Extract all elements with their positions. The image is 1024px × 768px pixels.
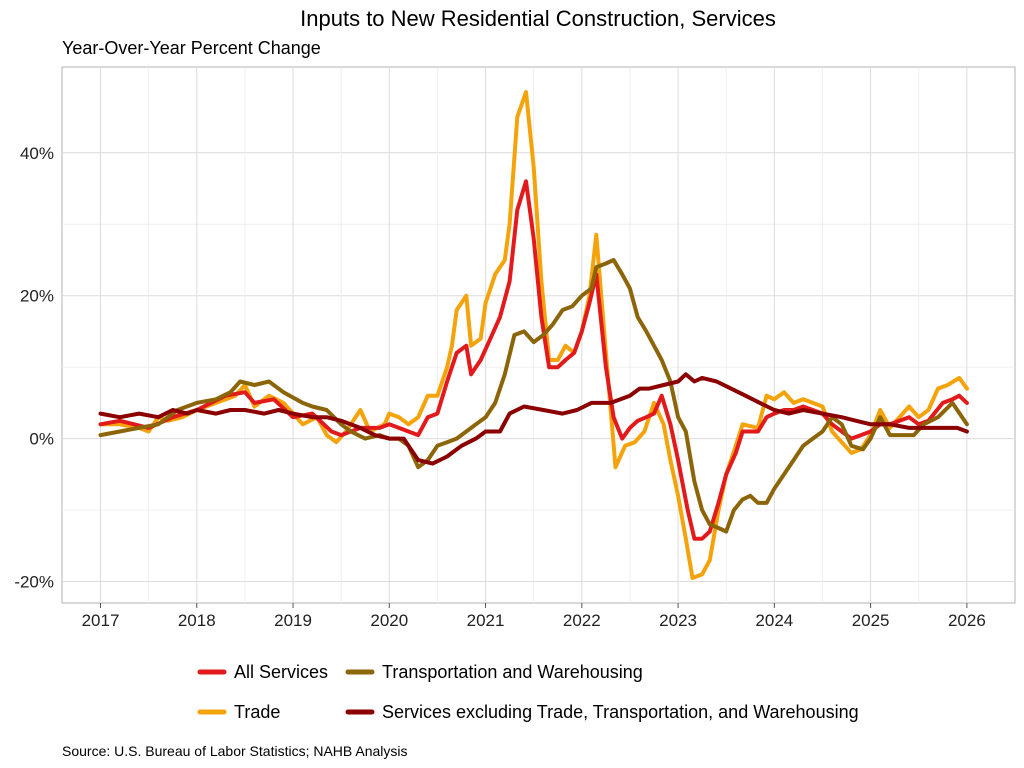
x-tick-label: 2024 <box>755 611 793 630</box>
x-tick-label: 2023 <box>659 611 697 630</box>
x-tick-label: 2017 <box>82 611 120 630</box>
source-note: Source: U.S. Bureau of Labor Statistics;… <box>62 743 408 759</box>
y-tick-label: 40% <box>20 144 54 163</box>
chart-title: Inputs to New Residential Construction, … <box>300 6 776 31</box>
legend-label: All Services <box>234 662 328 682</box>
x-tick-label: 2026 <box>948 611 986 630</box>
legend: All Services Trade Transportation and Ware… <box>197 662 859 722</box>
x-tick-label: 2021 <box>467 611 505 630</box>
legend-label: Services excluding Trade, Transportation… <box>382 702 859 722</box>
series-line-transportation-and-warehousing <box>98 258 969 534</box>
series-lines <box>98 90 969 580</box>
x-tick-label: 2022 <box>563 611 601 630</box>
series-line-services-excluding-trade-transportation-and-warehousing <box>98 372 969 466</box>
y-tick-label: -20% <box>14 573 54 592</box>
legend-label: Trade <box>234 702 280 722</box>
y-tick-label: 0% <box>29 430 54 449</box>
legend-label: Transportation and Warehousing <box>382 662 643 682</box>
plot-panel <box>61 66 1016 604</box>
x-tick-label: 2020 <box>370 611 408 630</box>
x-tick-label: 2025 <box>852 611 890 630</box>
chart-subtitle: Year-Over-Year Percent Change <box>62 38 321 58</box>
x-tick-label: 2018 <box>178 611 216 630</box>
x-tick-label: 2019 <box>274 611 312 630</box>
axes: -20% 0% 20% 40% 2017 2018 2019 2020 2021 2022 2023… <box>14 144 985 630</box>
y-tick-label: 20% <box>20 287 54 306</box>
